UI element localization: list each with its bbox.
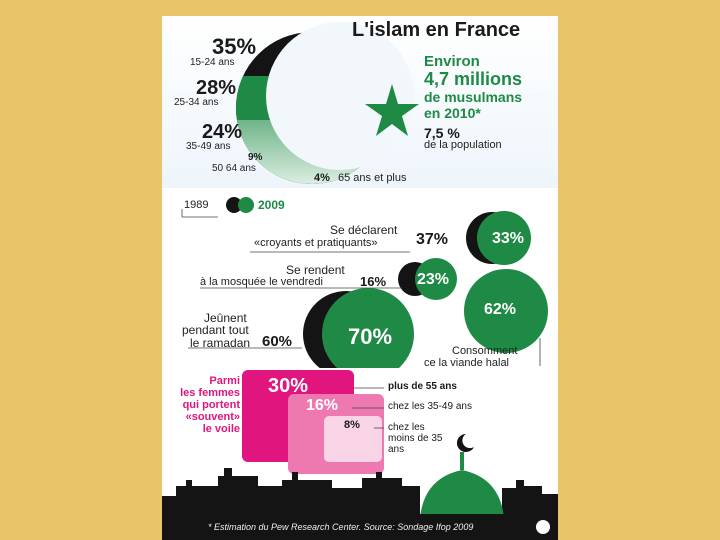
page-title: L'islam en France bbox=[352, 19, 521, 41]
row1-1989-value: 37% bbox=[416, 231, 449, 248]
halal-value: 62% bbox=[484, 301, 517, 318]
veil-panel: Parmi les femmes qui portent «souvent» l… bbox=[162, 368, 558, 540]
legend-1989-swatch bbox=[226, 197, 242, 213]
veil-box-3 bbox=[324, 416, 382, 462]
veil-boxes bbox=[162, 370, 558, 540]
halal-label-b: ce la viande halal bbox=[424, 357, 510, 369]
age-5-label: 65 ans et plus bbox=[338, 172, 407, 184]
practice-panel: 1989 2009 Se déclarent «croyants et prat… bbox=[162, 188, 558, 368]
legend-1989: 1989 bbox=[184, 199, 209, 211]
veil-value-1: 30% bbox=[268, 375, 309, 397]
age-2-pct: 28% bbox=[196, 77, 237, 99]
veil-label-2: chez les 35-49 ans bbox=[388, 401, 472, 412]
row3-1989-value: 60% bbox=[262, 333, 293, 350]
halal-label-a: Consomment bbox=[452, 345, 518, 357]
halal-circle bbox=[464, 269, 548, 353]
veil-title-1: Parmi bbox=[209, 375, 240, 387]
veil-title-4: «souvent» bbox=[185, 411, 240, 423]
age-2-label: 25-34 ans bbox=[174, 97, 219, 108]
population-line-1: Environ bbox=[424, 53, 480, 70]
row2-2009-value: 23% bbox=[417, 271, 450, 288]
population-line-3: de musulmans bbox=[424, 89, 523, 105]
practice-circles bbox=[181, 197, 548, 368]
age-3-label: 35-49 ans bbox=[186, 141, 231, 152]
row1-2009-value: 33% bbox=[492, 230, 525, 247]
afp-logo-icon bbox=[536, 520, 550, 534]
veil-title-3: qui portent bbox=[182, 399, 240, 411]
row3-2009-value: 70% bbox=[348, 324, 393, 349]
mosque-dome-icon bbox=[420, 470, 504, 518]
row1-label-a: Se déclarent bbox=[330, 223, 398, 237]
population-sub: de la population bbox=[424, 139, 502, 151]
infographic-poster: L'islam en France Environ 4,7 millions d… bbox=[162, 16, 558, 540]
veil-label-1: plus de 55 ans bbox=[388, 381, 457, 392]
age-5-pct: 4% bbox=[314, 172, 330, 184]
row2-label-b: à la mosquée le vendredi bbox=[200, 276, 323, 288]
row2-label-a: Se rendent bbox=[286, 263, 345, 277]
veil-title-5: le voile bbox=[202, 423, 240, 435]
row3-label-c: le ramadan bbox=[190, 336, 251, 350]
row3-label-b: pendant tout bbox=[182, 323, 249, 337]
crescent-graphic bbox=[236, 22, 419, 184]
veil-value-3: 8% bbox=[344, 419, 360, 431]
row3-label-a: Jeûnent bbox=[204, 311, 247, 325]
population-pct: 7,5 % bbox=[424, 125, 460, 141]
legend-2009-swatch bbox=[238, 197, 254, 213]
age-3-pct: 24% bbox=[202, 121, 243, 143]
footer-band bbox=[162, 514, 558, 540]
row2-2009-circle bbox=[415, 258, 457, 300]
row1-label-b: «croyants et pratiquants» bbox=[254, 237, 378, 249]
row2-1989-value: 16% bbox=[360, 274, 387, 289]
population-line-4: en 2010* bbox=[424, 105, 481, 121]
veil-label-3: chez les moins de 35 ans bbox=[388, 422, 443, 455]
age-1-pct: 35% bbox=[212, 34, 257, 59]
row1-2009-circle bbox=[477, 211, 531, 265]
legend-2009: 2009 bbox=[258, 198, 285, 212]
age-1-label: 15-24 ans bbox=[190, 57, 235, 68]
top-panel: L'islam en France Environ 4,7 millions d… bbox=[162, 16, 558, 188]
age-4-label: 50 64 ans bbox=[212, 163, 256, 174]
star-icon bbox=[365, 84, 419, 136]
population-line-2: 4,7 millions bbox=[424, 69, 523, 89]
age-4-pct: 9% bbox=[248, 152, 263, 163]
veil-value-2: 16% bbox=[306, 397, 339, 414]
row3-2009-circle bbox=[322, 288, 414, 368]
crescent-small-icon bbox=[456, 433, 474, 452]
footer-source: * Estimation du Pew Research Center. Sou… bbox=[208, 522, 474, 532]
veil-title-2: les femmes bbox=[180, 387, 240, 399]
